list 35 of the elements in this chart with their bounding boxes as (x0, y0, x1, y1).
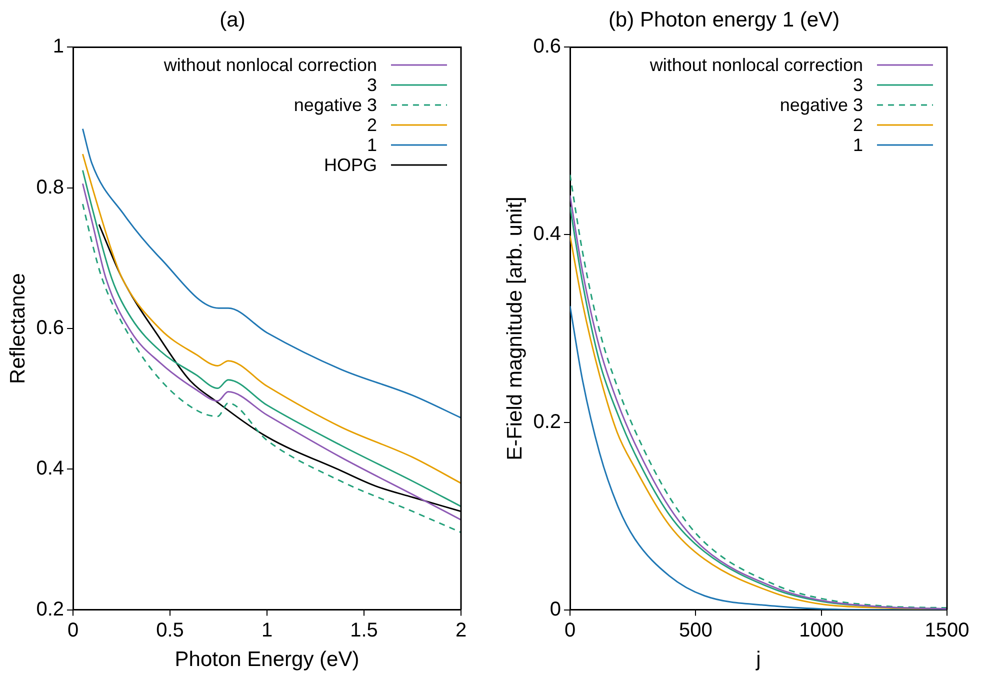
x-tick-label: 1 (261, 619, 273, 642)
legend-label: HOPG (324, 155, 377, 176)
x-axis-title: j (755, 648, 761, 672)
x-tick-label: 0.5 (156, 619, 184, 642)
legend-label: negative 3 (294, 95, 377, 116)
x-tick-label: 1500 (924, 619, 970, 642)
x-tick-label: 0 (67, 619, 79, 642)
legend-label: 2 (852, 115, 863, 136)
legend-label: 2 (366, 115, 377, 136)
x-tick-label: 1000 (799, 619, 844, 642)
legend-label: without nonlocal correction (650, 55, 863, 76)
legend-label: negative 3 (780, 95, 863, 116)
chart-title: (b) Photon energy 1 (eV) (608, 8, 840, 32)
legend-label: 1 (366, 135, 377, 156)
y-tick-label: 1 (52, 36, 64, 58)
y-axis-title: E-Field magnitude [arb. unit] (503, 196, 526, 460)
legend-label: 1 (852, 135, 863, 156)
y-tick-label: 0.6 (36, 317, 64, 340)
legend-label: 3 (852, 75, 863, 96)
x-tick-label: 2 (455, 619, 467, 642)
y-tick-label: 0.4 (36, 458, 64, 480)
legend-label: 3 (366, 75, 377, 96)
x-tick-label: 1.5 (350, 619, 378, 642)
x-tick-label: 0 (564, 619, 576, 642)
legend-label: without nonlocal correction (164, 55, 377, 76)
y-tick-label: 0 (550, 598, 562, 620)
y-axis-title: Reflectance (6, 273, 30, 384)
y-tick-label: 0.2 (533, 410, 562, 433)
y-tick-label: 0.2 (36, 598, 64, 620)
x-tick-label: 500 (678, 619, 712, 642)
chart-title: (a) (220, 8, 246, 32)
y-tick-label: 0.4 (533, 223, 562, 246)
x-axis-title: Photon Energy (eV) (174, 648, 360, 672)
y-tick-label: 0.6 (533, 36, 562, 58)
y-tick-label: 0.8 (36, 176, 64, 198)
